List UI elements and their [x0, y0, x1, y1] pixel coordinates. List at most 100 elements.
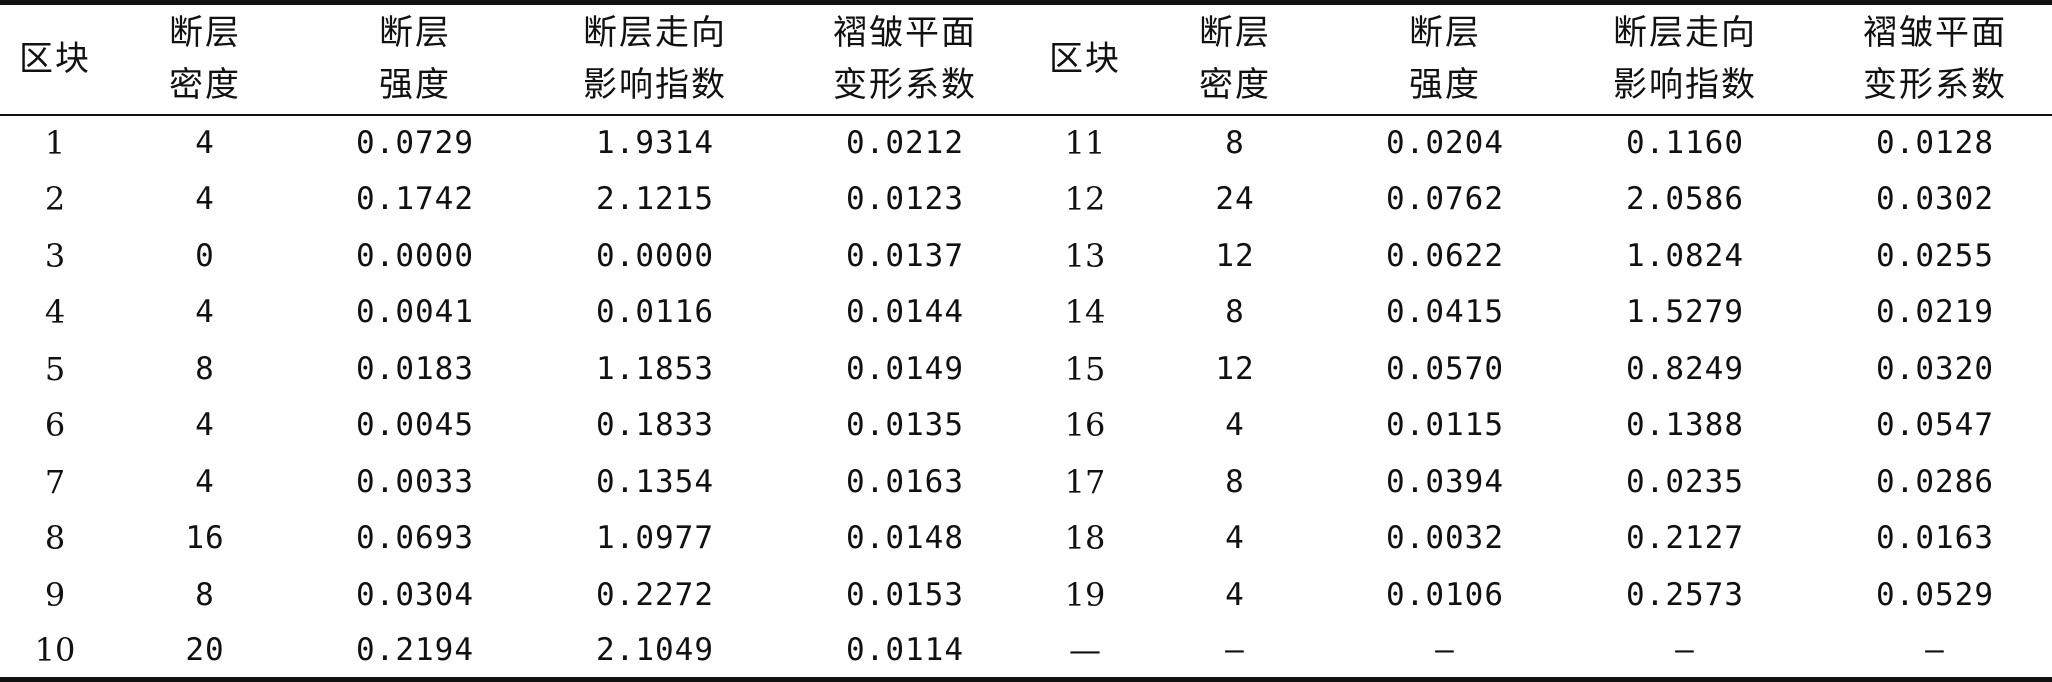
- table-cell: 18: [1064, 519, 1106, 558]
- column-header-line: 变形系数: [1863, 65, 2007, 106]
- table-cell: 0: [195, 237, 215, 274]
- table-cell: 15: [1064, 349, 1106, 388]
- table-cell: 8: [1225, 294, 1245, 331]
- table-cell: 1.9314: [596, 125, 714, 162]
- column-header-line: 区块: [19, 39, 91, 80]
- table-row: 10 20 0.2194 2.1049 0.0114— — — — —: [0, 623, 2052, 682]
- table-cell: 0.0045: [356, 407, 474, 444]
- table-cell: 0.0547: [1876, 407, 1994, 444]
- table-cell: 0.0622: [1386, 237, 1504, 274]
- table-cell: 0.2573: [1626, 576, 1744, 613]
- table-cell: 0.1388: [1626, 407, 1744, 444]
- table-cell: 0.0148: [846, 520, 964, 557]
- column-header-line: 密度: [1199, 65, 1271, 106]
- table-cell: 19: [1064, 575, 1106, 614]
- table-cell: 4: [195, 294, 215, 331]
- column-header-line: 影响指数: [583, 65, 727, 106]
- table-cell: 0.0041: [356, 294, 474, 331]
- table-cell: 0.0000: [356, 237, 474, 274]
- column-header-line: 断层: [169, 13, 241, 54]
- table-cell: 0.0128: [1876, 125, 1994, 162]
- column-header-line: 强度: [379, 65, 451, 106]
- table-cell: 14: [1064, 293, 1106, 332]
- table-cell: 0.0032: [1386, 520, 1504, 557]
- table-cell: 2: [44, 180, 66, 219]
- table-cell: 4: [44, 293, 66, 332]
- table-cell: 6: [44, 406, 66, 445]
- table-cell: 0.0394: [1386, 463, 1504, 500]
- table-cell: 0.0762: [1386, 181, 1504, 218]
- column-header-line: 断层: [1409, 13, 1481, 54]
- table-cell: 0.0415: [1386, 294, 1504, 331]
- table-cell: 4: [1225, 576, 1245, 613]
- table-cell: 0.0255: [1876, 237, 1994, 274]
- table-cell: 0.0114: [780, 623, 1030, 682]
- table-cell: 4: [1225, 407, 1245, 444]
- table-cell: 8: [195, 576, 215, 613]
- table-cell: 0.0570: [1386, 350, 1504, 387]
- table-row: 4 4 0.0041 0.0116 0.0144 14 8 0.0415 1.5279 0.021…: [0, 284, 2052, 341]
- table-cell: 0.0304: [356, 576, 474, 613]
- table-cell: 0.1354: [596, 463, 714, 500]
- column-header-line: 影响指数: [1613, 65, 1757, 106]
- table-cell: 0.0529: [1876, 576, 1994, 613]
- table-cell: 0.0106: [1386, 576, 1504, 613]
- table-cell: 0.0219: [1876, 294, 1994, 331]
- column-header: 断层走向 影响指数: [530, 0, 780, 116]
- table-cell: 1: [44, 124, 66, 163]
- table-cell: 0.0115: [1386, 407, 1504, 444]
- table-cell: 4: [1225, 520, 1245, 557]
- table-cell: 0.0183: [356, 350, 474, 387]
- table-cell: —: [1560, 623, 1810, 682]
- table-row: 9 8 0.0304 0.2272 0.0153 19 4 0.0106 0.2573 0.052…: [0, 567, 2052, 624]
- table-cell: 0.8249: [1626, 350, 1744, 387]
- table-cell: 5: [44, 349, 66, 388]
- table-cell: 2.0586: [1626, 181, 1744, 218]
- table-cell: 17: [1064, 462, 1106, 501]
- column-header-line: 褶皱平面: [833, 13, 977, 54]
- table-cell: —: [1810, 623, 2052, 682]
- table-cell: 0.0000: [596, 237, 714, 274]
- table-cell: 0.2127: [1626, 520, 1744, 557]
- table-cell: 4: [195, 407, 215, 444]
- table-cell: 1.0977: [596, 520, 714, 557]
- table-cell: 16: [1064, 406, 1106, 445]
- table-row: 1 4 0.0729 1.9314 0.0212 11 8 0.0204 0.1160 0.012…: [0, 115, 2052, 172]
- table-cell: 0.2194: [300, 623, 530, 682]
- table-cell: 0.0693: [356, 520, 474, 557]
- table-cell: 0.0286: [1876, 463, 1994, 500]
- table-body: 1 4 0.0729 1.9314 0.0212 11 8 0.0204 0.1160 0.012…: [0, 115, 2052, 682]
- table-cell: 0.0212: [846, 125, 964, 162]
- table-cell: 12: [1215, 350, 1255, 387]
- table-row: 2 4 0.1742 2.1215 0.0123 12 24 0.0762 2.0586 0.03…: [0, 171, 2052, 228]
- table-cell: 0.0163: [846, 463, 964, 500]
- table-cell: 1.1853: [596, 350, 714, 387]
- column-header-line: 变形系数: [833, 65, 977, 106]
- table-cell: 8: [195, 350, 215, 387]
- table-cell: 7: [44, 462, 66, 501]
- table-cell: 0.0163: [1876, 520, 1994, 557]
- column-header: 区块: [0, 0, 110, 116]
- table-cell: 0.0144: [846, 294, 964, 331]
- column-header: 断层 密度: [110, 0, 300, 116]
- column-header-line: 褶皱平面: [1863, 13, 2007, 54]
- column-header-line: 断层: [1199, 13, 1271, 54]
- column-header-line: 强度: [1409, 65, 1481, 106]
- table-cell: 0.0204: [1386, 125, 1504, 162]
- table-cell: 2.1215: [596, 181, 714, 218]
- table-cell: 12: [1215, 237, 1255, 274]
- column-header: 断层 强度: [300, 0, 530, 116]
- table-cell: 0.1833: [596, 407, 714, 444]
- table-row: 3 0 0.0000 0.0000 0.0137 13 12 0.0622 1.0824 0.02…: [0, 228, 2052, 285]
- column-header: 断层 密度: [1140, 0, 1330, 116]
- table-cell: 11: [1064, 124, 1106, 163]
- table-cell: 0.0153: [846, 576, 964, 613]
- column-header-line: 断层: [379, 13, 451, 54]
- table-cell: 8: [1225, 463, 1245, 500]
- table-cell: 2.1049: [530, 623, 780, 682]
- table-cell: 1.5279: [1626, 294, 1744, 331]
- table-cell: 0.2272: [596, 576, 714, 613]
- table-cell: 4: [195, 181, 215, 218]
- table-cell: 24: [1215, 181, 1255, 218]
